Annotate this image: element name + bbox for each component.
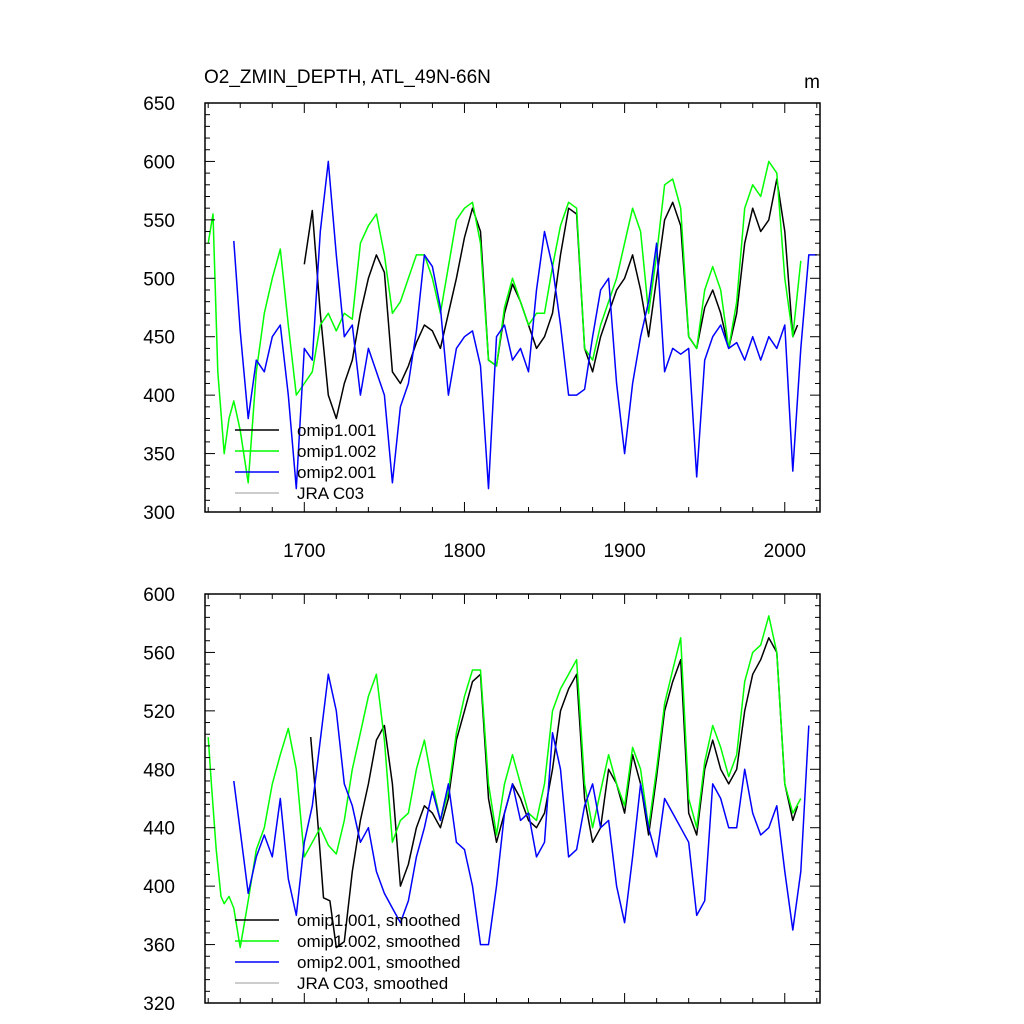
bottom-legend: omip1.001, smoothed omip1.002, smoothed om… bbox=[235, 911, 461, 993]
bottom-plot-frame bbox=[204, 593, 821, 1004]
top-series-line-1 bbox=[303, 178, 799, 420]
top-legend-label: omip1.002 bbox=[297, 442, 376, 461]
top-series-line-2 bbox=[207, 160, 802, 484]
bottom-axis-ticks: 320 360 400 440 480 520 560 600 bbox=[143, 585, 820, 1015]
top-legend: omip1.001 omip1.002 omip2.001 JRA C03 bbox=[235, 421, 376, 503]
bottom-series-line-1 bbox=[309, 637, 799, 949]
bottom-series-line-3 bbox=[233, 673, 810, 946]
bottom-ytick-label: 520 bbox=[143, 702, 175, 723]
top-ytick-label: 550 bbox=[143, 211, 175, 232]
bottom-legend-label: JRA C03, smoothed bbox=[297, 974, 448, 993]
top-ytick-label: 450 bbox=[143, 328, 175, 349]
top-ytick-label: 600 bbox=[143, 152, 175, 173]
top-axis-ticks: 300 350 400 450 500 550 600 650 1700 1800 1900 2000 bbox=[143, 94, 820, 562]
bottom-series-lines bbox=[207, 615, 810, 949]
top-legend-label: omip2.001 bbox=[297, 463, 376, 482]
bottom-legend-label: omip1.001, smoothed bbox=[297, 911, 461, 930]
top-legend-label: JRA C03 bbox=[297, 484, 364, 503]
bottom-ytick-label: 440 bbox=[143, 819, 175, 840]
top-series-line-3 bbox=[233, 160, 817, 490]
top-ytick-label: 350 bbox=[143, 445, 175, 466]
bottom-ytick-label: 600 bbox=[143, 585, 175, 606]
top-chart-units: m bbox=[804, 72, 820, 93]
top-legend-label: omip1.001 bbox=[297, 421, 376, 440]
top-chart-title: O2_ZMIN_DEPTH, ATL_49N-66N bbox=[204, 67, 491, 88]
bottom-legend-label: omip2.001, smoothed bbox=[297, 953, 461, 972]
bottom-ytick-label: 360 bbox=[143, 936, 175, 957]
bottom-ytick-label: 480 bbox=[143, 760, 175, 781]
top-ytick-label: 400 bbox=[143, 386, 175, 407]
top-panel: O2_ZMIN_DEPTH, ATL_49N-66N m 300 350 400 45… bbox=[143, 67, 821, 562]
bottom-series-line-2 bbox=[207, 615, 802, 949]
top-ytick-label: 650 bbox=[143, 94, 175, 115]
bottom-legend-label: omip1.002, smoothed bbox=[297, 932, 461, 951]
top-ytick-label: 500 bbox=[143, 269, 175, 290]
bottom-panel: 320 360 400 440 480 520 560 600 omip1.001, smoo… bbox=[143, 585, 821, 1015]
bottom-ytick-label: 400 bbox=[143, 877, 175, 898]
top-xtick-label: 1900 bbox=[603, 541, 645, 562]
bottom-ytick-label: 320 bbox=[143, 994, 175, 1015]
top-ytick-label: 300 bbox=[143, 503, 175, 524]
top-xtick-label: 2000 bbox=[764, 541, 806, 562]
bottom-ytick-label: 560 bbox=[143, 643, 175, 664]
top-xtick-label: 1800 bbox=[443, 541, 485, 562]
top-xtick-label: 1700 bbox=[283, 541, 325, 562]
top-series-lines bbox=[207, 160, 817, 490]
top-plot-frame bbox=[204, 102, 821, 513]
